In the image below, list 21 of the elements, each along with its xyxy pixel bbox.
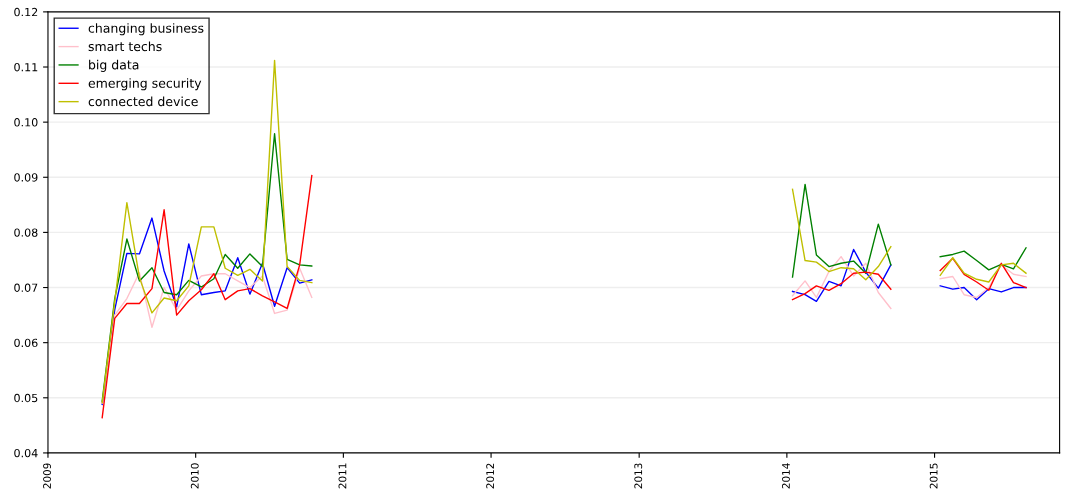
legend-label: smart techs	[88, 41, 162, 52]
y-tick-label: 0.06	[14, 338, 38, 348]
x-tick-label: 2010	[190, 463, 199, 489]
y-tick-label: 0.04	[14, 448, 38, 458]
y-tick-label: 0.09	[14, 173, 38, 182]
y-tick-label: 0.07	[14, 283, 38, 292]
y-tick-label: 0.11	[14, 62, 38, 72]
legend-label: changing business	[88, 23, 204, 36]
legend-label: big data	[89, 59, 139, 72]
x-tick-label: 2014	[782, 463, 790, 489]
y-tick-label: 0.12	[14, 7, 38, 17]
legend-label: connected device	[88, 96, 198, 107]
x-tick-label: 2012	[486, 463, 495, 489]
x-tick-label: 2011	[338, 463, 347, 489]
y-tick-label: 0.10	[14, 118, 38, 127]
x-tick-label: 2009	[43, 463, 51, 489]
legend-label: emerging security	[88, 78, 202, 91]
y-tick-label: 0.05	[14, 393, 38, 403]
x-tick-label: 2015	[929, 463, 938, 489]
x-tick-label: 2013	[634, 463, 643, 489]
y-tick-label: 0.08	[14, 228, 38, 237]
